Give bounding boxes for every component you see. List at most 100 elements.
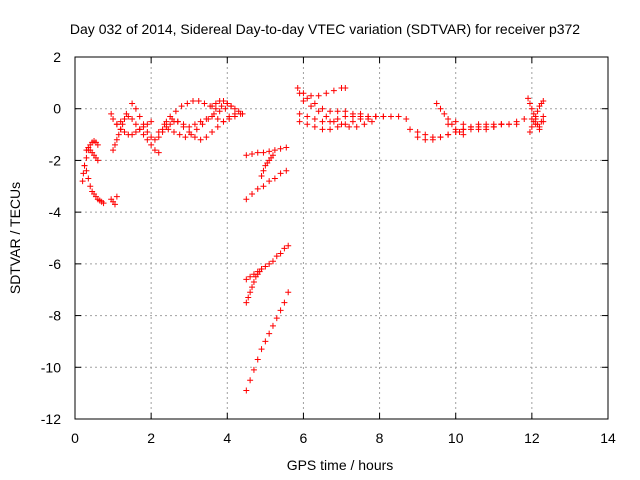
data-point <box>155 149 162 156</box>
data-point <box>212 100 219 107</box>
data-point <box>506 121 513 128</box>
data-point <box>151 147 158 154</box>
data-point <box>121 116 128 123</box>
series-0 <box>79 138 101 185</box>
data-point <box>281 245 288 252</box>
data-point <box>110 147 117 154</box>
data-point <box>113 121 120 128</box>
data-point <box>113 136 120 143</box>
data-point <box>277 145 284 152</box>
data-point <box>182 134 189 141</box>
data-point <box>220 118 227 125</box>
data-point <box>300 97 307 104</box>
data-point <box>186 123 193 130</box>
data-point <box>85 175 92 182</box>
data-point <box>209 128 216 135</box>
data-point <box>113 193 120 200</box>
data-point <box>129 131 136 138</box>
data-point <box>115 131 122 138</box>
data-point <box>117 118 124 125</box>
series-28 <box>525 95 547 130</box>
data-point <box>121 128 128 135</box>
series-12 <box>209 97 246 117</box>
data-point <box>243 196 250 203</box>
data-point <box>433 100 440 107</box>
data-point <box>540 118 547 125</box>
data-point <box>346 123 353 130</box>
data-point <box>262 338 269 345</box>
data-point <box>144 136 151 143</box>
plot-frame <box>74 56 609 420</box>
data-point <box>311 123 318 130</box>
data-point <box>191 121 198 128</box>
data-point <box>540 97 547 104</box>
data-point <box>338 121 345 128</box>
data-point <box>258 266 265 273</box>
data-point <box>308 103 315 110</box>
x-tick-label: 12 <box>524 430 540 446</box>
data-point <box>165 126 172 133</box>
data-point <box>100 200 107 207</box>
data-point <box>304 113 311 120</box>
data-point <box>365 116 372 123</box>
series-3 <box>108 193 120 208</box>
y-tick-label: -2 <box>49 152 62 168</box>
data-point <box>266 178 273 185</box>
series-24 <box>407 116 528 141</box>
data-point <box>111 201 118 208</box>
data-point <box>342 85 349 92</box>
data-point <box>441 110 448 117</box>
data-point <box>191 134 198 141</box>
y-tick-label: -10 <box>41 359 61 375</box>
data-point <box>260 149 267 156</box>
data-point <box>184 100 191 107</box>
data-point <box>228 103 235 110</box>
data-point <box>174 118 181 125</box>
x-tick-label: 8 <box>376 430 384 446</box>
data-point <box>528 123 535 130</box>
data-point <box>281 299 288 306</box>
data-point <box>269 322 276 329</box>
data-point <box>243 276 250 283</box>
data-point <box>172 108 179 115</box>
data-point <box>403 116 410 123</box>
data-point <box>148 141 155 148</box>
series-16 <box>243 242 292 283</box>
data-point <box>220 97 227 104</box>
data-point <box>353 123 360 130</box>
data-point <box>247 377 254 384</box>
y-tick-label: 2 <box>53 49 61 65</box>
data-point <box>224 100 231 107</box>
data-points <box>79 85 547 394</box>
data-point <box>239 110 246 117</box>
grid <box>75 57 608 419</box>
x-tick-label: 14 <box>600 430 616 446</box>
data-point <box>249 284 256 291</box>
data-point <box>269 258 276 265</box>
data-point <box>222 105 229 112</box>
series-11 <box>174 110 244 130</box>
series-2 <box>83 144 101 164</box>
data-point <box>201 100 208 107</box>
data-point <box>214 123 221 130</box>
data-point <box>283 144 290 151</box>
data-point <box>319 126 326 133</box>
data-point <box>269 152 276 159</box>
data-point <box>387 113 394 120</box>
series-13 <box>243 144 290 159</box>
data-point <box>361 121 368 128</box>
data-point <box>526 100 533 107</box>
data-point <box>254 356 261 363</box>
data-point <box>319 105 326 112</box>
data-point <box>271 175 278 182</box>
data-point <box>536 126 543 133</box>
data-point <box>83 154 90 161</box>
data-point <box>296 90 303 97</box>
data-point <box>87 183 94 190</box>
data-point <box>140 121 147 128</box>
data-point <box>203 116 210 123</box>
data-point <box>334 116 341 123</box>
data-point <box>277 250 284 257</box>
x-tick-label: 0 <box>71 430 79 446</box>
data-point <box>260 183 267 190</box>
